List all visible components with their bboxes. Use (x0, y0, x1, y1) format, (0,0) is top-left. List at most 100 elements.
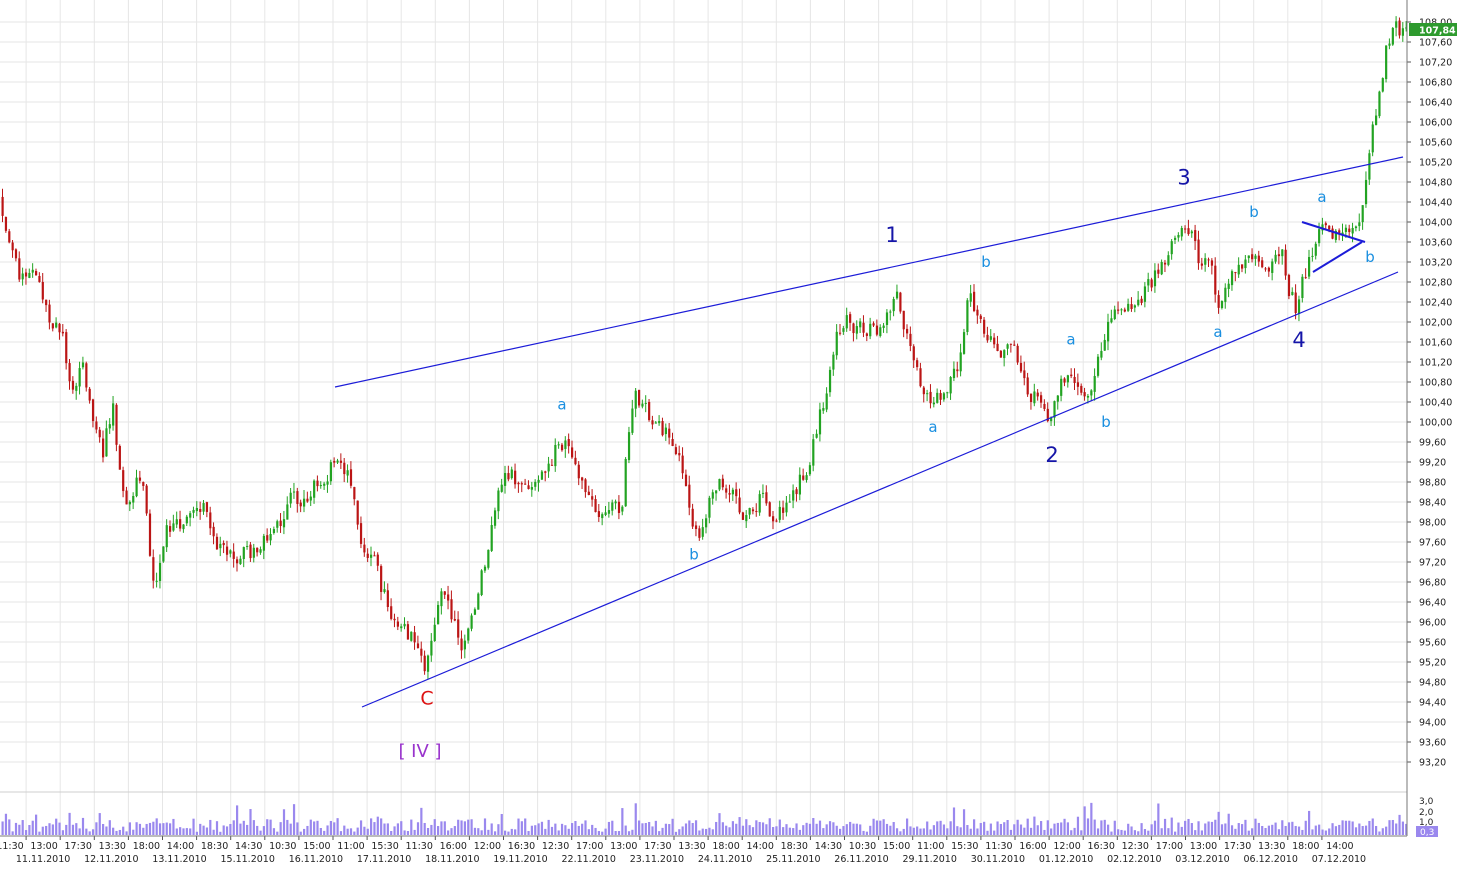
candle-up (182, 524, 185, 530)
candle-down (507, 473, 510, 480)
volume-bar (1103, 819, 1106, 835)
candle-up (185, 516, 188, 524)
candle-down (1251, 254, 1254, 260)
candle-up (1401, 28, 1404, 36)
candle-down (929, 391, 932, 404)
candle-down (674, 447, 678, 455)
volume-bar (902, 828, 905, 835)
volume-bar (229, 823, 232, 835)
wave-label: 3 (1177, 166, 1190, 190)
candle-down (373, 555, 376, 557)
candle-down (1257, 255, 1260, 262)
volume-bar (1267, 825, 1270, 835)
volume-bar (514, 829, 517, 835)
candle-up (202, 503, 205, 512)
time-tick-label: 16:30 (1088, 841, 1115, 852)
volume-bar (1157, 803, 1160, 835)
candle-down (916, 360, 919, 368)
price-tick-label: 105,20 (1419, 158, 1452, 169)
volume-bar (1127, 823, 1130, 835)
candle-down (122, 470, 125, 492)
candle-up (430, 640, 433, 656)
volume-bar (1140, 823, 1143, 835)
volume-bar (507, 831, 510, 835)
candle-up (1006, 344, 1009, 349)
volume-bar (1163, 818, 1167, 835)
candle-up (1167, 255, 1170, 265)
candle-up (1096, 356, 1100, 376)
time-tick-label: 10:30 (849, 841, 876, 852)
time-tick-label: 11:30 (985, 841, 1012, 852)
volume-bar (366, 828, 369, 835)
volume-bar (1318, 824, 1321, 835)
candle-up (1368, 153, 1371, 180)
volume-bar (179, 827, 182, 835)
candle-down (71, 380, 75, 390)
candle-up (537, 479, 540, 483)
date-tick-label: 07.12.2010 (1312, 854, 1366, 865)
time-tick-label: 17:00 (576, 841, 603, 852)
volume-bar (205, 827, 209, 835)
volume-bar (145, 823, 148, 835)
candle-up (557, 444, 560, 446)
candle-up (547, 463, 550, 472)
candle-up (1090, 390, 1093, 396)
volume-bar (859, 824, 862, 835)
candle-up (1291, 291, 1294, 296)
volume-bar (38, 831, 41, 835)
candle-up (926, 393, 929, 395)
volume-bar (772, 827, 775, 835)
time-tick-label: 15:30 (951, 841, 978, 852)
volume-bar (540, 821, 544, 835)
candle-up (286, 504, 289, 520)
date-tick-label: 12.11.2010 (84, 854, 138, 865)
volume-bar (336, 818, 339, 835)
candle-down (65, 332, 68, 364)
volume-bar (802, 825, 805, 835)
candle-up (711, 492, 714, 499)
price-tick-label: 98,40 (1419, 498, 1446, 509)
triangle-top-line (1301, 221, 1366, 243)
volume-bar (976, 828, 979, 835)
volume-bar (775, 826, 778, 835)
volume-bar (849, 821, 852, 835)
candle-up (644, 402, 647, 404)
volume-bar (1167, 828, 1170, 835)
candle-up (611, 502, 614, 511)
candle-up (1103, 339, 1106, 351)
volume-bar (1395, 823, 1398, 835)
upper-channel-line (334, 156, 1404, 388)
volume-bar (758, 821, 761, 835)
candle-down (1026, 377, 1029, 395)
volume-bar (473, 827, 477, 835)
time-tick-label: 18:00 (133, 841, 160, 852)
candle-up (658, 421, 661, 424)
candle-down (735, 489, 738, 497)
candle-down (986, 334, 989, 341)
volume-bar (731, 821, 734, 835)
candle-up (1308, 257, 1311, 277)
candle-up (624, 458, 627, 507)
time-tick-label: 12:30 (1122, 841, 1149, 852)
date-tick-label: 29.11.2010 (902, 854, 956, 865)
volume-bar (1019, 824, 1023, 835)
candle-down (993, 337, 996, 345)
volume-bar (282, 809, 286, 835)
volume-bar (158, 823, 162, 835)
candle-down (1130, 304, 1133, 310)
volume-bar (671, 818, 674, 835)
volume-bar (75, 823, 78, 835)
volume-bar (85, 828, 88, 835)
candle-up (808, 465, 812, 475)
candle-up (128, 501, 131, 505)
candle-down (423, 655, 426, 672)
candle-down (899, 292, 902, 312)
candle-up (701, 527, 704, 537)
volume-bar (259, 830, 262, 835)
time-tick-label: 14:00 (747, 841, 774, 852)
candle-up (272, 529, 276, 534)
candle-down (1009, 343, 1013, 345)
volume-bar (1190, 823, 1193, 835)
last-volume-label: 0,3 (1420, 828, 1434, 838)
